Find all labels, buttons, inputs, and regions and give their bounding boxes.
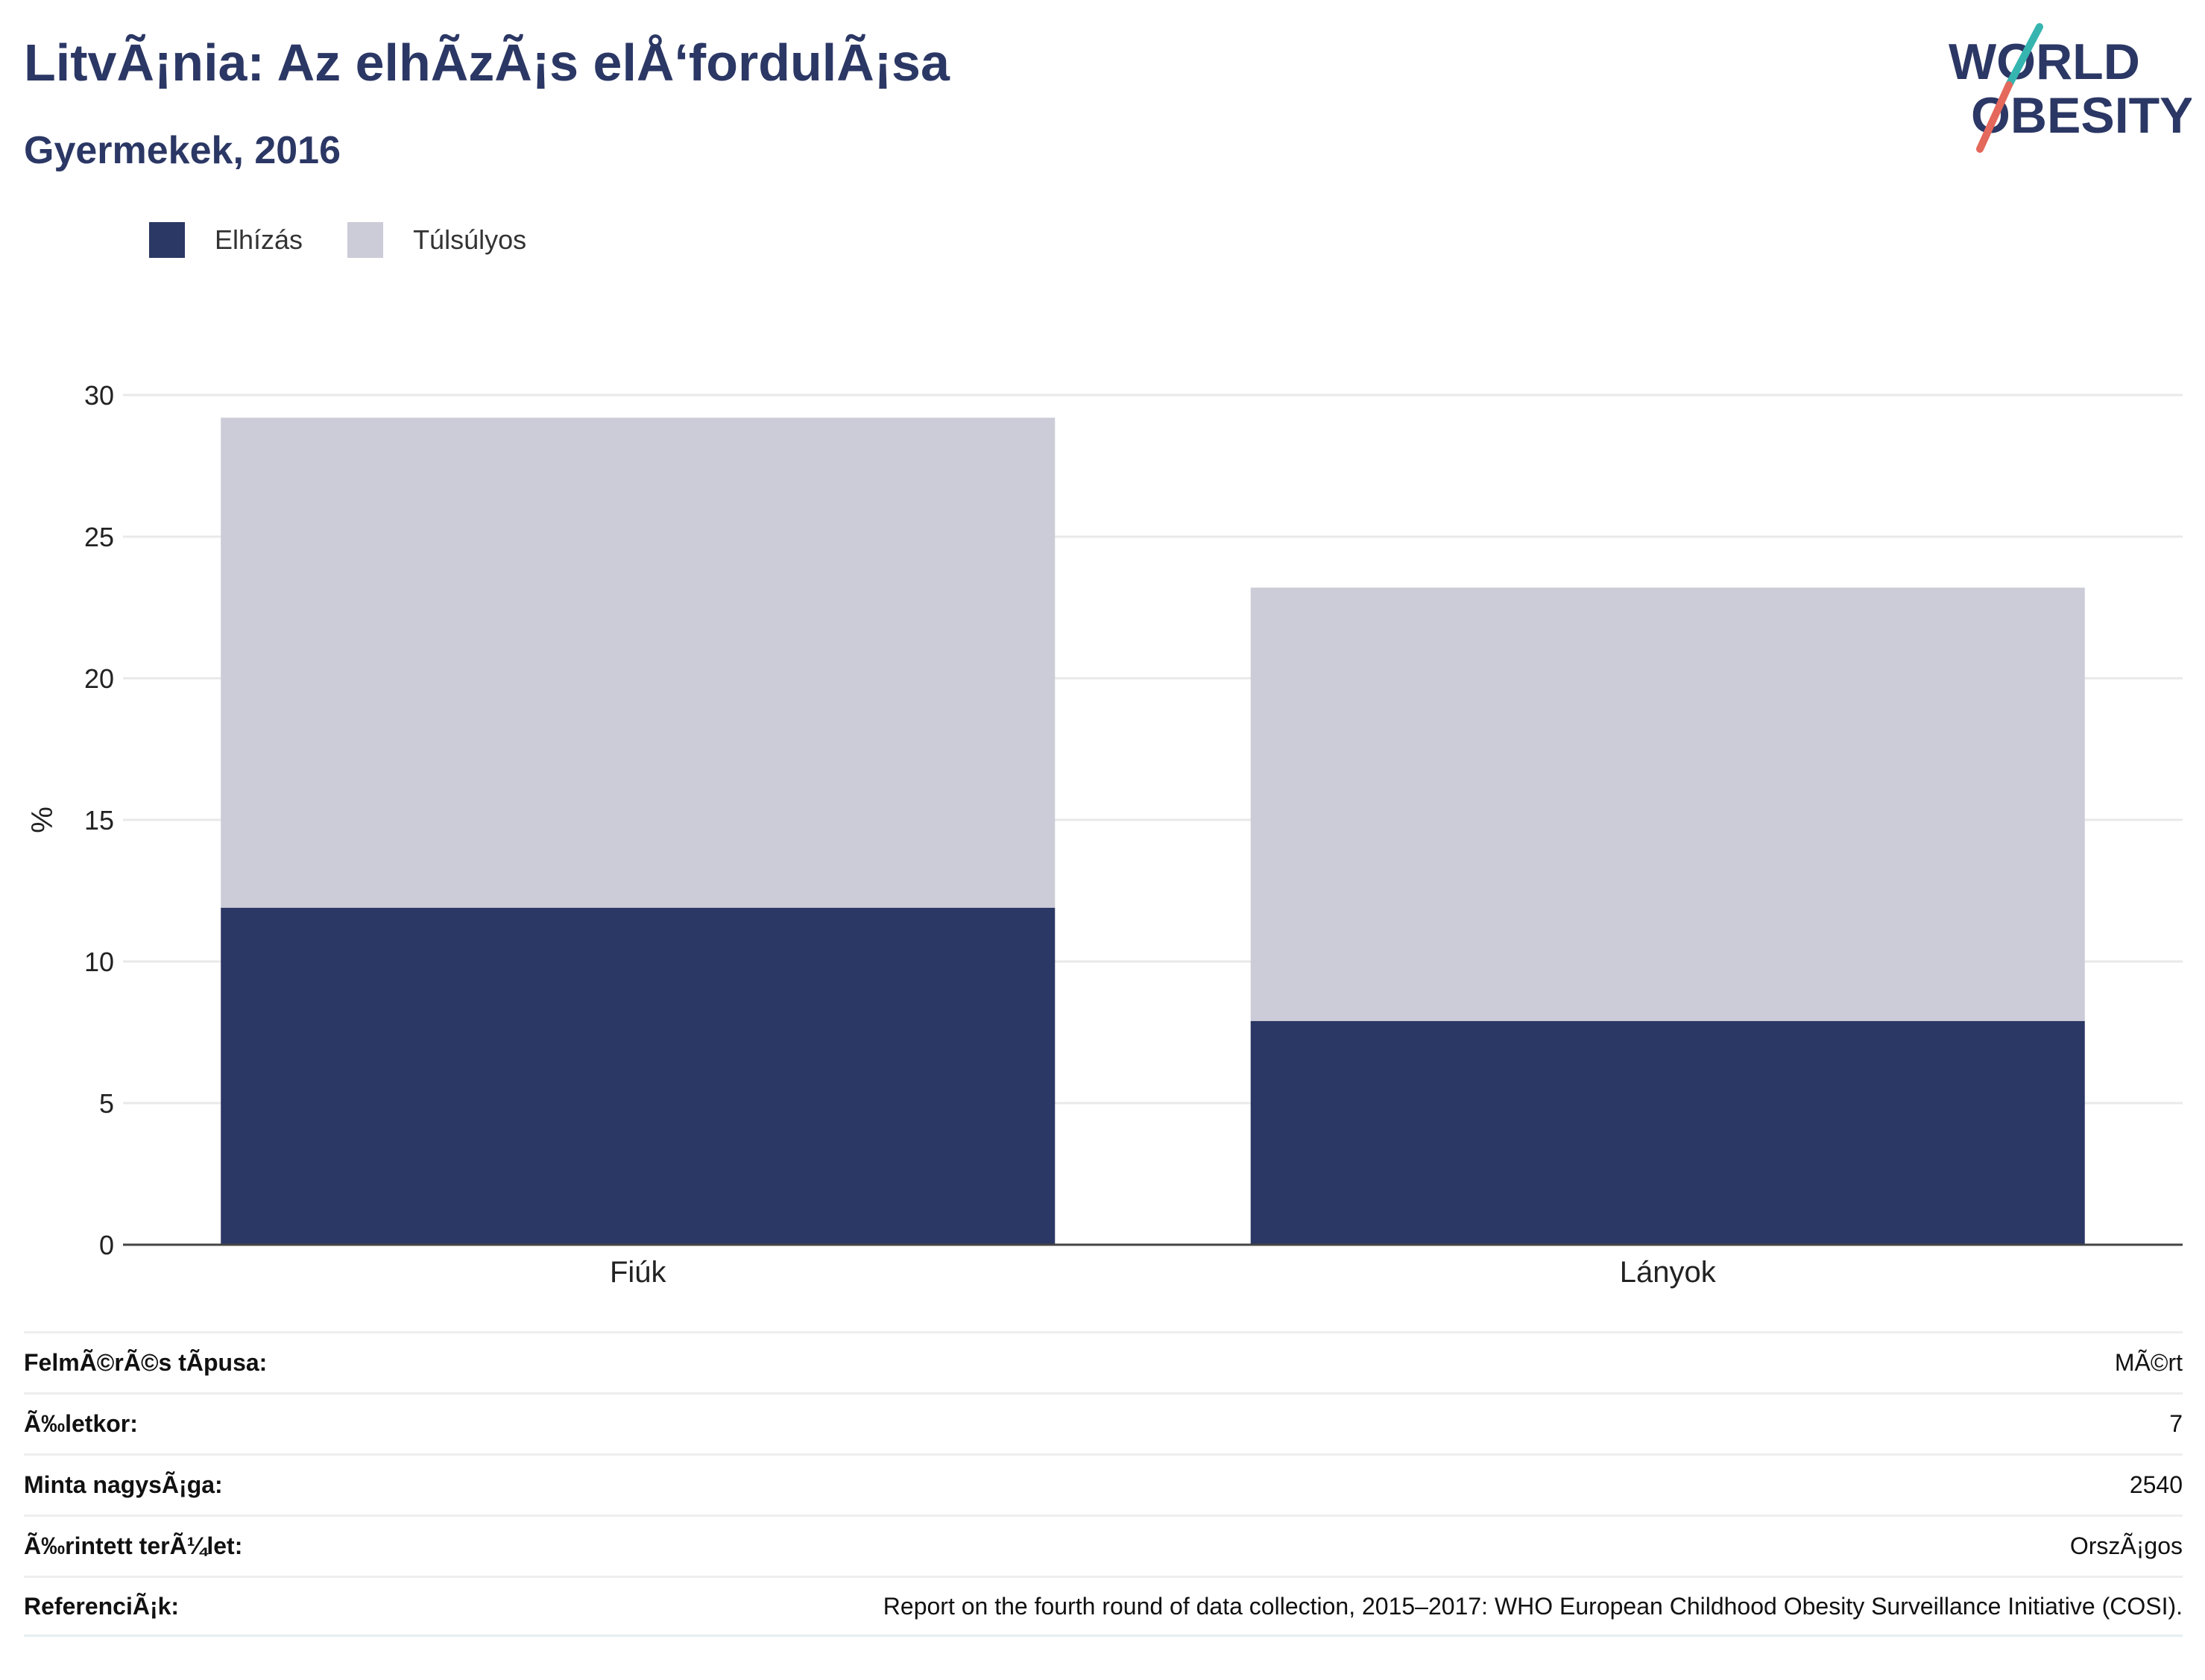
- info-label: Ã‰letkor:: [24, 1410, 138, 1437]
- info-label: Minta nagysÃ¡ga:: [24, 1471, 223, 1498]
- info-row-survey-type: FelmÃ©rÃ©s tÃ­pusa: MÃ©rt: [24, 1331, 2183, 1392]
- chart-legend: Elhízás Túlsúlyos: [149, 222, 571, 258]
- bar-overweight-0: [221, 417, 1056, 908]
- legend-swatch-overweight: [347, 222, 384, 258]
- info-value: 2540: [2129, 1471, 2183, 1498]
- info-value: Report on the fourth round of data colle…: [883, 1592, 2183, 1620]
- logo-slash-coral: [1976, 81, 2013, 153]
- world-obesity-logo: WORLD OBESITY: [1949, 23, 2192, 153]
- info-value: MÃ©rt: [2114, 1349, 2183, 1376]
- stacked-bar-chart: 0 5 10 15 20 25 30% Fiúk Lányok: [26, 380, 2183, 1289]
- info-row-age: Ã‰letkor: 7: [24, 1392, 2183, 1453]
- bar-obesity-0: [221, 907, 1056, 1245]
- y-tick-label: 5: [99, 1088, 114, 1119]
- legend-swatch-obesity: [149, 222, 185, 258]
- legend-item-overweight: Túlsúlyos: [347, 222, 526, 258]
- y-tick-label: 0: [99, 1230, 114, 1260]
- y-tick-label: 25: [84, 522, 114, 552]
- logo-line-1: WORLD: [1949, 34, 2140, 90]
- chart-subtitle: Gyermekek, 2016: [24, 129, 341, 172]
- info-label: FelmÃ©rÃ©s tÃ­pusa:: [24, 1349, 268, 1376]
- y-tick-label: 15: [84, 805, 114, 836]
- x-tick-label: Lányok: [1620, 1256, 1717, 1289]
- y-tick-label: 30: [84, 380, 114, 411]
- bar-overweight-1: [1250, 587, 2085, 1021]
- legend-label-overweight: Túlsúlyos: [413, 224, 527, 255]
- x-tick-label: Fiúk: [610, 1256, 667, 1289]
- y-tick-label: 20: [84, 663, 114, 694]
- y-axis-label: %: [26, 806, 59, 833]
- logo-slash-teal: [2005, 23, 2043, 89]
- survey-info-table: FelmÃ©rÃ©s tÃ­pusa: MÃ©rt Ã‰letkor: 7 Mi…: [24, 1331, 2183, 1637]
- info-value: 7: [2169, 1410, 2183, 1437]
- y-tick-label: 10: [84, 947, 114, 977]
- info-row-references: ReferenciÃ¡k: Report on the fourth round…: [24, 1576, 2183, 1637]
- info-row-sample-size: Minta nagysÃ¡ga: 2540: [24, 1453, 2183, 1515]
- info-row-area: Ã‰rintett terÃ¼let: OrszÃ¡gos: [24, 1515, 2183, 1576]
- legend-item-obesity: Elhízás: [149, 222, 303, 258]
- info-label: ReferenciÃ¡k:: [24, 1592, 180, 1620]
- info-value: OrszÃ¡gos: [2069, 1532, 2183, 1559]
- bar-obesity-1: [1250, 1020, 2085, 1245]
- chart-title: LitvÃ¡nia: Az elhÃ­zÃ¡s elÅ‘fordulÃ¡sa: [24, 34, 950, 92]
- legend-label-obesity: Elhízás: [215, 224, 303, 255]
- info-label: Ã‰rintett terÃ¼let:: [24, 1532, 243, 1559]
